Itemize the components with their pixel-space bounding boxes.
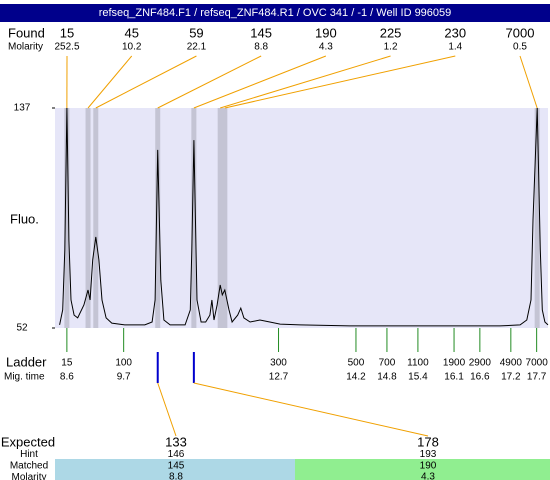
ladder-time: 8.6 <box>60 372 74 383</box>
trace <box>59 107 549 327</box>
found-size: 59 <box>189 25 203 40</box>
ladder-size: 1100 <box>407 358 429 369</box>
ladder-size: 300 <box>270 358 287 369</box>
ladder-size: 100 <box>115 358 132 369</box>
ladder-time: 16.6 <box>470 372 490 383</box>
ladder-time: 14.8 <box>377 372 397 383</box>
peak-band <box>534 108 540 328</box>
found-molarity: 4.3 <box>319 42 333 53</box>
found-molarity: 22.1 <box>187 42 207 53</box>
found-label: Found <box>8 25 45 40</box>
expected-molarity: 4.3 <box>421 472 435 480</box>
molarity-label: Molarity <box>8 42 43 53</box>
expected-molarity: 8.8 <box>169 472 183 480</box>
found-molarity: 1.2 <box>384 42 398 53</box>
ladder-time: 15.4 <box>408 372 428 383</box>
peak-connector <box>87 55 133 109</box>
ladder-size: 2900 <box>469 358 492 369</box>
peak-band <box>155 108 161 328</box>
ladder-time: 17.2 <box>501 372 521 383</box>
expected-band <box>55 459 295 480</box>
y-tick-label: 137 <box>14 103 31 114</box>
peak-band <box>64 108 70 328</box>
expected-hint: 146 <box>168 449 185 460</box>
expected-hint: 193 <box>420 449 437 460</box>
expected-connector <box>157 382 177 437</box>
expected-connector <box>193 382 429 437</box>
ladder-time: 9.7 <box>117 372 131 383</box>
found-size: 7000 <box>506 25 535 40</box>
peak-band <box>222 108 228 328</box>
peak-connector <box>519 55 538 109</box>
found-size: 190 <box>315 25 337 40</box>
ladder-time: 12.7 <box>269 372 289 383</box>
y-tick-label: 52 <box>16 323 28 334</box>
ladder-size: 500 <box>348 358 365 369</box>
expected-band <box>295 459 550 480</box>
expected-row-label: Matched <box>10 461 48 472</box>
found-size: 225 <box>380 25 402 40</box>
found-size: 145 <box>250 25 272 40</box>
ladder-size: 15 <box>61 358 73 369</box>
y-label: Fluo. <box>10 211 39 226</box>
peak-connector <box>157 55 262 109</box>
plot-area <box>55 108 548 328</box>
peak-connector <box>95 55 197 109</box>
found-molarity: 8.8 <box>254 42 268 53</box>
ladder-size: 700 <box>379 358 396 369</box>
ladder-time: 17.7 <box>527 372 547 383</box>
peak-band <box>217 108 223 328</box>
expected-row-label: Hint <box>20 449 38 460</box>
found-size: 45 <box>124 25 138 40</box>
expected-matched: 190 <box>420 461 437 472</box>
title-bar <box>0 4 550 22</box>
mig-time-label: Mig. time <box>4 372 45 383</box>
expected-row-label: Expected <box>1 434 55 449</box>
ladder-size: 4900 <box>500 358 523 369</box>
found-size: 15 <box>60 25 74 40</box>
expected-size: 133 <box>165 434 187 449</box>
expected-matched: 145 <box>168 461 185 472</box>
peak-band <box>93 108 99 328</box>
peak-connector <box>220 55 391 109</box>
ladder-time: 14.2 <box>346 372 366 383</box>
peak-band <box>85 108 91 328</box>
ladder-size: 7000 <box>526 358 549 369</box>
title: refseq_ZNF484.F1 / refseq_ZNF484.R1 / OV… <box>99 7 452 19</box>
found-molarity: 252.5 <box>54 42 79 53</box>
peak-band <box>191 108 197 328</box>
peak-connector <box>193 55 327 109</box>
expected-row-label: Molarity <box>11 472 46 480</box>
found-size: 230 <box>444 25 466 40</box>
expected-size: 178 <box>417 434 439 449</box>
ladder-time: 16.1 <box>444 372 464 383</box>
peak-connector <box>224 55 456 109</box>
found-molarity: 1.4 <box>448 42 462 53</box>
found-molarity: 0.5 <box>513 42 527 53</box>
ladder-label: Ladder <box>6 354 47 369</box>
ladder-size: 1900 <box>443 358 466 369</box>
found-molarity: 10.2 <box>122 42 142 53</box>
